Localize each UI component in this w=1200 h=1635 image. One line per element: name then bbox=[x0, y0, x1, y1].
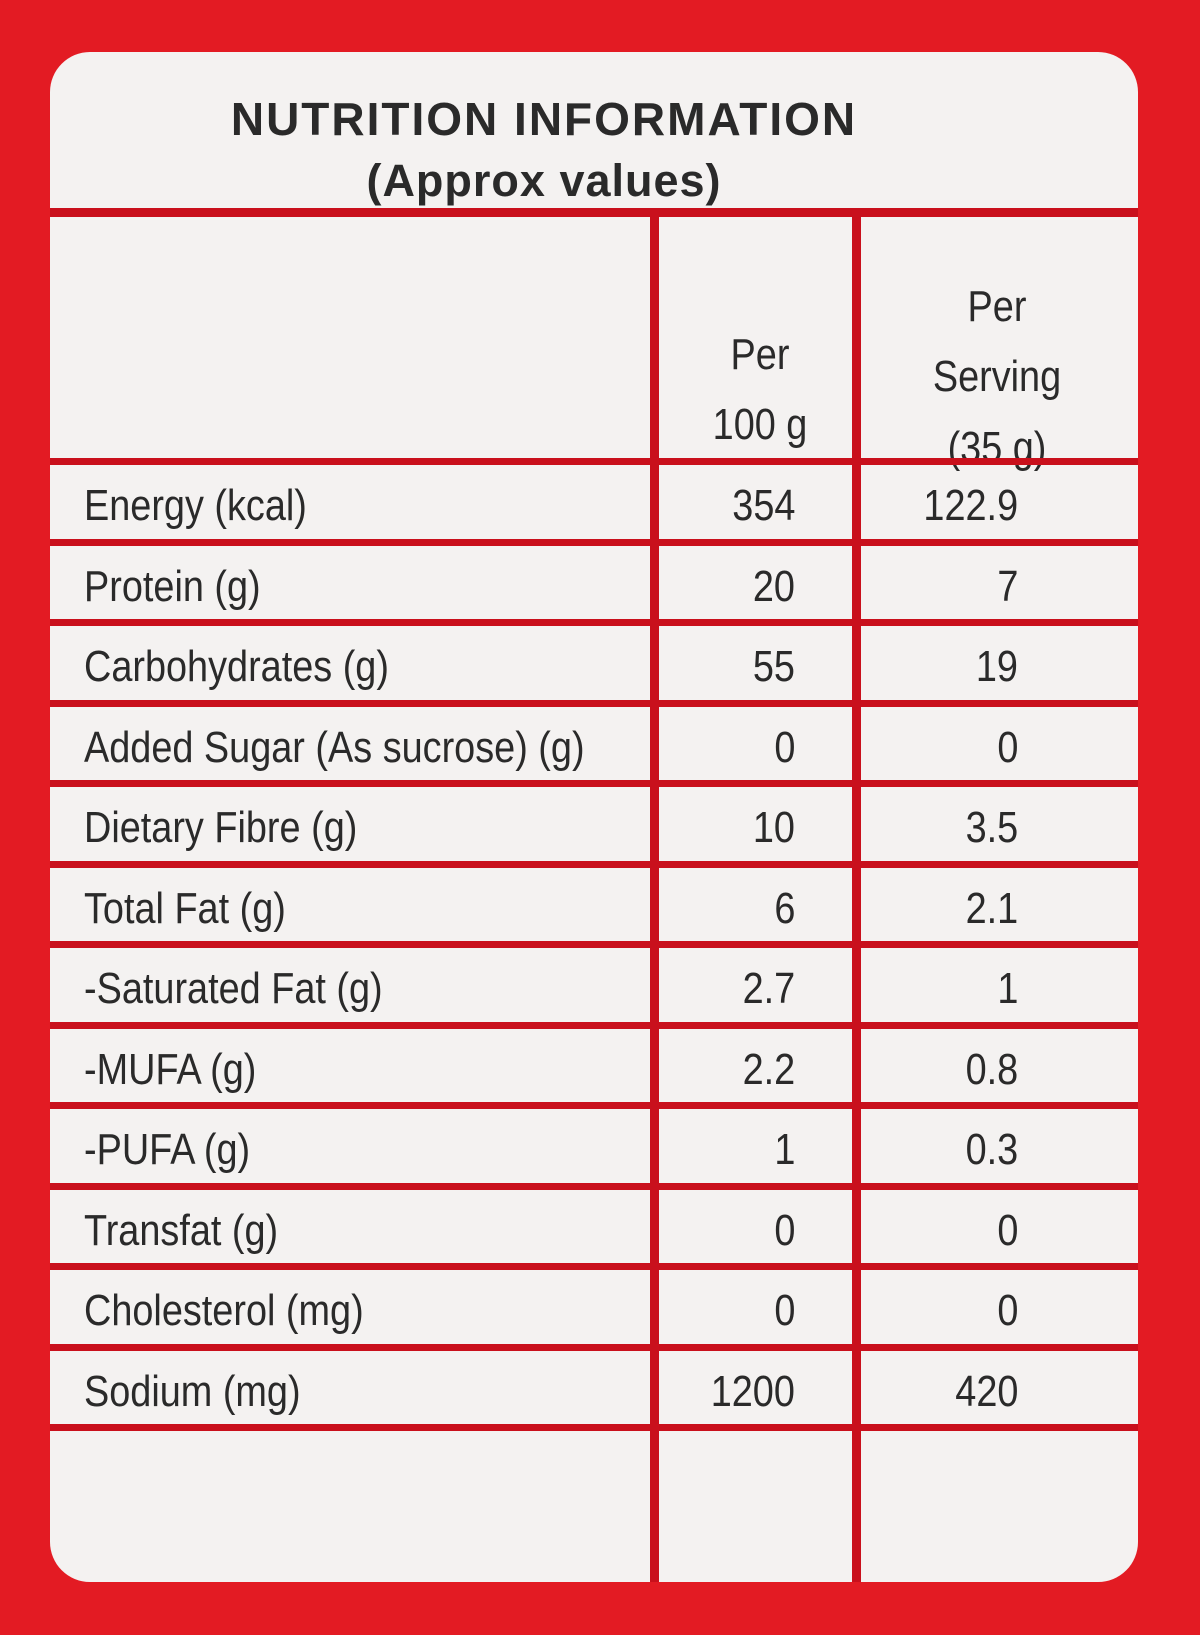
nutrient-label: Energy (kcal) bbox=[84, 481, 307, 531]
value-per-100g: 1 bbox=[773, 1125, 795, 1175]
value-per-serving: 0 bbox=[996, 1205, 1018, 1255]
column-header-per-serving-line2: Serving bbox=[932, 352, 1062, 402]
nutrient-label: Sodium (mg) bbox=[84, 1366, 301, 1416]
table-rule bbox=[50, 941, 1138, 948]
table-rule bbox=[50, 458, 1138, 465]
table-rule bbox=[50, 1102, 1138, 1109]
column-header-per-100g: Per 100 g bbox=[674, 320, 846, 461]
column-header-per-serving-line1: Per bbox=[967, 282, 1027, 331]
table-rule bbox=[50, 1021, 1138, 1029]
value-per-100g: 0 bbox=[773, 722, 795, 772]
value-per-serving: 1 bbox=[996, 964, 1018, 1014]
value-per-serving: 0.8 bbox=[965, 1044, 1018, 1094]
value-per-serving: 19 bbox=[975, 642, 1018, 692]
title-block: NUTRITION INFORMATION (Approx values) bbox=[50, 52, 1138, 222]
value-per-serving: 0 bbox=[996, 722, 1018, 772]
column-header-per-100g-line2: 100 g bbox=[712, 400, 808, 450]
table-rule bbox=[50, 619, 1138, 626]
value-per-serving: 0.3 bbox=[965, 1125, 1018, 1175]
table-rule bbox=[50, 1182, 1138, 1190]
nutrient-label: Carbohydrates (g) bbox=[84, 642, 389, 692]
value-per-serving: 3.5 bbox=[965, 803, 1018, 853]
table-rule bbox=[50, 780, 1138, 787]
nutrient-label: Dietary Fibre (g) bbox=[84, 803, 358, 853]
column-header-per-100g-line1: Per bbox=[730, 330, 790, 379]
value-per-100g: 20 bbox=[752, 561, 795, 611]
table-rule bbox=[50, 860, 1138, 868]
nutrient-label: Cholesterol (mg) bbox=[84, 1286, 364, 1336]
value-per-100g: 1200 bbox=[710, 1366, 795, 1416]
nutrition-title: NUTRITION INFORMATION bbox=[230, 93, 858, 145]
table-rule bbox=[50, 208, 1138, 217]
value-per-100g: 6 bbox=[773, 883, 795, 933]
nutrition-subtitle: (Approx values) bbox=[366, 155, 722, 206]
nutrient-label: -PUFA (g) bbox=[84, 1125, 251, 1175]
value-per-serving: 2.1 bbox=[965, 883, 1018, 933]
value-per-100g: 354 bbox=[731, 481, 795, 531]
table-rule bbox=[50, 538, 1138, 546]
nutrient-label: Added Sugar (As sucrose) (g) bbox=[84, 722, 585, 772]
table-rule bbox=[50, 1343, 1138, 1351]
nutrient-label: -MUFA (g) bbox=[84, 1044, 257, 1094]
value-per-100g: 2.7 bbox=[742, 964, 795, 1014]
value-per-100g: 2.2 bbox=[742, 1044, 795, 1094]
value-per-serving: 420 bbox=[954, 1366, 1018, 1416]
nutrient-label: Protein (g) bbox=[84, 561, 261, 611]
value-per-100g: 10 bbox=[752, 803, 795, 853]
value-per-serving: 0 bbox=[996, 1286, 1018, 1336]
column-rule bbox=[650, 212, 659, 1582]
value-per-100g: 0 bbox=[773, 1286, 795, 1336]
nutrient-label: Transfat (g) bbox=[84, 1205, 279, 1255]
value-per-serving: 7 bbox=[996, 561, 1018, 611]
value-per-100g: 0 bbox=[773, 1205, 795, 1255]
column-header-per-serving: Per Serving (35 g) bbox=[881, 272, 1113, 483]
column-header-per-serving-line3: (35 g) bbox=[947, 422, 1047, 472]
nutrient-label: -Saturated Fat (g) bbox=[84, 964, 383, 1014]
column-rule bbox=[852, 212, 861, 1582]
nutrient-label: Total Fat (g) bbox=[84, 883, 286, 933]
value-per-100g: 55 bbox=[752, 642, 795, 692]
nutrition-panel: NUTRITION INFORMATION (Approx values) Pe… bbox=[50, 52, 1138, 1582]
table-rule bbox=[50, 1424, 1138, 1431]
table-rule bbox=[50, 1263, 1138, 1270]
value-per-serving: 122.9 bbox=[923, 481, 1018, 531]
table-rule bbox=[50, 699, 1138, 707]
